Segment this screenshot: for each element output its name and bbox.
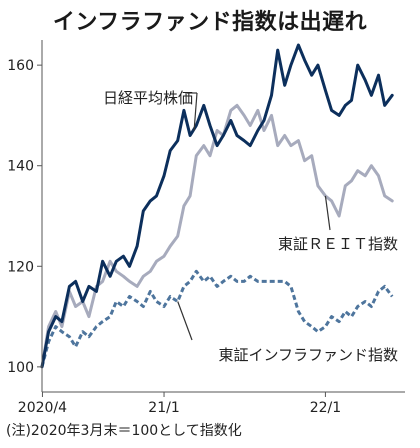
series-label-infra: 東証インフラファンド指数 bbox=[218, 346, 398, 364]
chart-note: (注)2020年3月末＝100として指数化 bbox=[6, 423, 242, 439]
chart-title: インフラファンド指数は出遅れ bbox=[52, 10, 368, 35]
leader-line-nikkei bbox=[193, 92, 198, 131]
series-line-reit bbox=[40, 103, 394, 369]
tick-layer: 100 120 140 160 2020/4 21/1 22/1 bbox=[7, 58, 341, 416]
y-tick-label: 160 bbox=[7, 58, 34, 74]
x-tick-label: 22/1 bbox=[310, 400, 341, 416]
series-line-infra bbox=[40, 269, 394, 368]
series-label-reit: 東証ＲＥＩＴ指数 bbox=[278, 235, 398, 253]
y-tick-label: 140 bbox=[7, 159, 34, 175]
y-tick-label: 120 bbox=[7, 259, 34, 275]
leader-line-infra bbox=[177, 301, 193, 341]
x-tick-label: 2020/4 bbox=[18, 400, 67, 416]
y-tick-label: 100 bbox=[7, 360, 34, 376]
x-tick-label: 21/1 bbox=[148, 400, 179, 416]
leader-line-reit bbox=[324, 195, 331, 231]
series-layer bbox=[40, 43, 394, 369]
series-line-nikkei bbox=[40, 43, 394, 369]
series-label-nikkei: 日経平均株価 bbox=[103, 89, 193, 107]
